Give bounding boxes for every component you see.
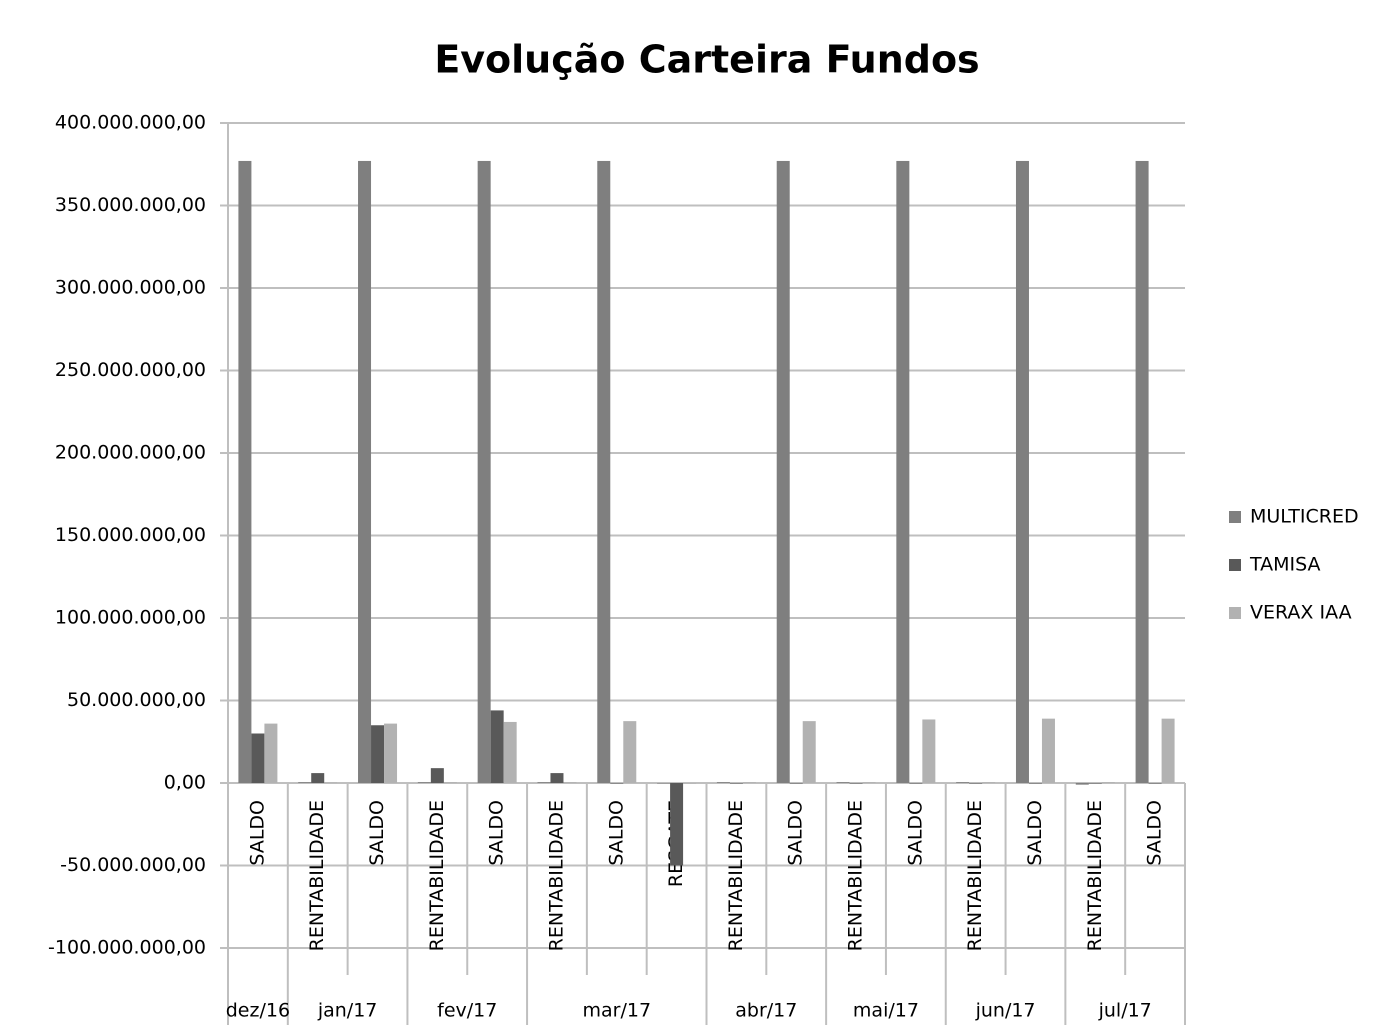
bar [264,723,278,783]
legend-swatch [1229,607,1241,619]
bar [1161,718,1175,783]
x-tick-label: SALDO [785,800,807,866]
x-tick-label: SALDO [246,800,268,866]
bar [969,783,983,784]
bar [298,782,312,783]
y-tick-label: 0,00 [164,772,206,794]
bar [384,723,398,783]
bar [909,783,923,784]
group-label: dez/16 [226,1000,290,1022]
y-tick-label: 250.000.000,00 [55,359,206,381]
y-tick-label: 50.000.000,00 [67,689,206,711]
bar [742,782,756,783]
group-label: jul/17 [1098,1000,1152,1022]
bar [670,783,684,866]
bar [657,783,671,784]
bar [311,773,325,783]
bar [430,768,444,783]
x-tick-label: RENTABILIDADE [306,800,328,951]
bar [503,721,517,783]
x-tick-label: RENTABILIDADE [426,800,448,951]
bar [1148,783,1162,784]
group-label: fev/17 [437,1000,497,1022]
bar [371,725,385,783]
bar [443,782,457,783]
legend-label: MULTICRED [1250,506,1359,528]
x-tick-label: RENTABILIDADE [845,800,867,951]
legend-label: TAMISA [1249,554,1321,576]
bar [324,782,338,784]
bar [1088,783,1102,784]
x-tick-label: SALDO [1024,800,1046,866]
x-tick-label: RENTABILIDADE [545,800,567,951]
x-tick-label: RENTABILIDADE [964,800,986,951]
bar [836,782,850,783]
bar [1041,718,1055,783]
bar [1075,783,1089,785]
bar [896,160,910,783]
y-tick-label: -100.000.000,00 [48,937,206,959]
bar [490,710,504,783]
x-tick-label: SALDO [366,800,388,866]
x-tick-label: SALDO [1144,800,1166,866]
y-tick-label: 400.000.000,00 [55,112,206,134]
bar [683,783,697,784]
y-tick-label: 200.000.000,00 [55,442,206,464]
bar [789,783,803,784]
legend-label: VERAX IAA [1250,602,1352,624]
legend-swatch [1229,511,1241,523]
group-label: abr/17 [735,1000,797,1022]
group-label: mar/17 [583,1000,652,1022]
bar [417,782,431,783]
bar [597,160,611,783]
x-tick-label: RENTABILIDADE [1084,800,1106,951]
bar [563,782,577,783]
x-tick-label: SALDO [486,800,508,866]
bar [849,783,863,784]
bar [610,783,624,784]
bar [550,773,564,783]
group-label: mai/17 [853,1000,919,1022]
group-label: jun/17 [975,1000,1036,1022]
bar [1101,782,1115,783]
x-tick-label: SALDO [904,800,926,866]
y-tick-label: 300.000.000,00 [55,277,206,299]
legend-swatch [1229,559,1241,571]
bar [716,782,730,783]
bar [729,783,743,784]
x-tick-label: SALDO [605,800,627,866]
chart-title: Evolução Carteira Fundos [434,38,979,82]
bar [802,721,816,783]
bar [477,160,491,783]
bar [776,160,790,783]
bar [956,782,970,783]
y-tick-label: 350.000.000,00 [55,194,206,216]
group-label: jan/17 [317,1000,378,1022]
y-tick-label: 100.000.000,00 [55,607,206,629]
bar [251,733,265,783]
bar [623,721,637,783]
bar [537,782,551,783]
y-tick-label: 150.000.000,00 [55,524,206,546]
bar [862,782,876,783]
bar [982,782,996,783]
y-tick-label: -50.000.000,00 [60,854,206,876]
bar [1135,160,1149,783]
bar [922,719,936,783]
bar [1028,783,1042,784]
bar [238,160,252,783]
bar [1015,160,1029,783]
bar [358,160,372,783]
x-tick-label: RENTABILIDADE [725,800,747,951]
